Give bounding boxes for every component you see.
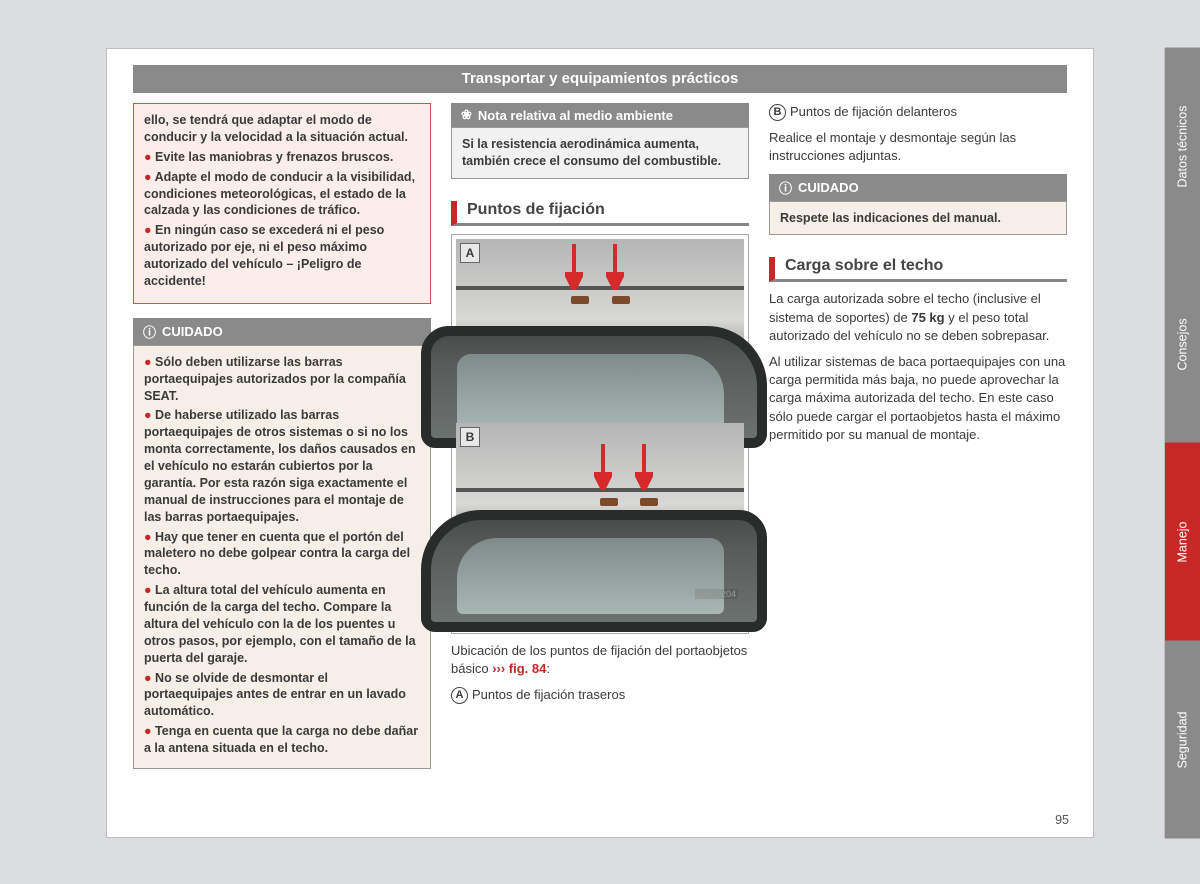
info-icon xyxy=(143,322,156,341)
section-title-fixation: Puntos de fijación xyxy=(451,201,749,226)
column-3: B Puntos de fijación delanteros Realice e… xyxy=(769,103,1067,769)
caution-item: ● La altura total del vehículo aumenta e… xyxy=(144,582,420,666)
note-text: Si la resistencia aerodinámica aumenta, … xyxy=(462,137,721,168)
section-title-roof-load: Carga sobre el techo xyxy=(769,257,1067,282)
caution-label: CUIDADO xyxy=(162,324,223,339)
figure-label-a: A xyxy=(460,243,480,263)
caution-item: ● No se olvide de desmontar el portaequi… xyxy=(144,670,420,721)
caution-box-small: Respete las indicaciones del manual. xyxy=(769,201,1067,236)
item-text: Puntos de fijación delanteros xyxy=(790,104,957,119)
caution-header: CUIDADO xyxy=(769,174,1067,201)
body-text: Ubicación de los puntos de fijación del … xyxy=(451,642,749,678)
caution-text: Tenga en cuenta que la carga no debe dañ… xyxy=(144,724,418,755)
warning-item: ● Evite las maniobras y frenazos bruscos… xyxy=(144,149,420,166)
caution-label: CUIDADO xyxy=(798,180,859,195)
warning-item: ● En ningún caso se excederá ni el peso … xyxy=(144,222,420,290)
circle-letter-a: A xyxy=(451,687,468,704)
text-fragment: : xyxy=(546,661,550,676)
column-1: ello, se tendrá que adaptar el modo de c… xyxy=(133,103,431,769)
fig-reference: ››› fig. 84 xyxy=(492,661,546,676)
warning-item: ● Adapte el modo de conducir a la visibi… xyxy=(144,169,420,220)
info-icon xyxy=(779,178,792,197)
arrow-icon xyxy=(565,244,583,290)
arrow-icon xyxy=(606,244,624,290)
caution-header: CUIDADO xyxy=(133,318,431,345)
caution-item: ● Tenga en cuenta que la carga no debe d… xyxy=(144,723,420,757)
content-columns: ello, se tendrá que adaptar el modo de c… xyxy=(107,103,1093,769)
manual-page: Transportar y equipamientos prácticos el… xyxy=(106,48,1094,838)
body-text: La carga autorizada sobre el techo (incl… xyxy=(769,290,1067,345)
warning-box: ello, se tendrá que adaptar el modo de c… xyxy=(133,103,431,304)
figure-watermark: 6JA-0204 xyxy=(695,589,738,599)
item-text: Puntos de fijación traseros xyxy=(472,687,625,702)
list-item-b: B Puntos de fijación delanteros xyxy=(769,103,1067,121)
warning-text: En ningún caso se excederá ni el peso au… xyxy=(144,223,384,288)
caution-text: Respete las indicaciones del manual. xyxy=(780,211,1001,225)
env-note-box: Si la resistencia aerodinámica aumenta, … xyxy=(451,127,749,179)
list-item-a: A Puntos de fijación traseros xyxy=(451,686,749,704)
caution-text: Hay que tener en cuenta que el portón de… xyxy=(144,530,410,578)
column-2: Nota relativa al medio ambiente Si la re… xyxy=(451,103,749,769)
circle-letter-b: B xyxy=(769,104,786,121)
caution-item: ● De haberse utilizado las barras portae… xyxy=(144,407,420,525)
caution-text: De haberse utilizado las barras portaequ… xyxy=(144,408,416,523)
caution-item: ● Sólo deben utilizarse las barras porta… xyxy=(144,354,420,405)
caution-text: No se olvide de desmontar el portaequipa… xyxy=(144,671,406,719)
side-tabs: Datos técnicos Consejos Manejo Seguridad xyxy=(1164,48,1200,838)
figure-image-a: A xyxy=(456,239,744,419)
warning-intro: ello, se tendrá que adaptar el modo de c… xyxy=(144,112,420,146)
caution-text: Sólo deben utilizarse las barras portaeq… xyxy=(144,355,406,403)
caution-text: La altura total del vehículo aumenta en … xyxy=(144,583,416,665)
page-title-bar: Transportar y equipamientos prácticos xyxy=(133,65,1067,93)
arrow-icon xyxy=(635,444,653,490)
arrow-icon xyxy=(594,444,612,490)
caution-box: ● Sólo deben utilizarse las barras porta… xyxy=(133,345,431,769)
page-number: 95 xyxy=(1055,813,1069,827)
note-label: Nota relativa al medio ambiente xyxy=(478,108,673,123)
warning-text: Adapte el modo de conducir a la visibili… xyxy=(144,170,415,218)
tab-manejo[interactable]: Manejo xyxy=(1165,443,1200,641)
tab-seguridad[interactable]: Seguridad xyxy=(1165,641,1200,839)
figure-image-b: B 6JA-0204 xyxy=(456,423,744,603)
flower-icon xyxy=(461,107,472,123)
weight-value: 75 kg xyxy=(911,310,944,325)
body-text: Al utilizar sistemas de baca portaequipa… xyxy=(769,353,1067,444)
figure-84: A B 6JA-0204 xyxy=(451,234,749,634)
tab-consejos[interactable]: Consejos xyxy=(1165,246,1200,444)
figure-label-b: B xyxy=(460,427,480,447)
caution-item: ● Hay que tener en cuenta que el portón … xyxy=(144,529,420,580)
env-note-header: Nota relativa al medio ambiente xyxy=(451,103,749,127)
tab-datos-tecnicos[interactable]: Datos técnicos xyxy=(1165,48,1200,246)
warning-text: Evite las maniobras y frenazos bruscos. xyxy=(155,150,393,164)
body-text: Realice el montaje y desmontaje según la… xyxy=(769,129,1067,165)
